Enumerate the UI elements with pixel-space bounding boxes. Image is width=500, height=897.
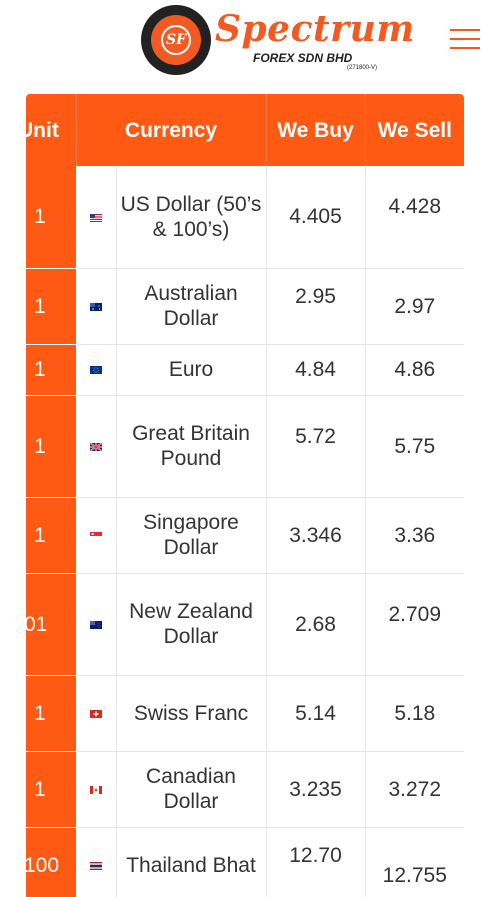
flag-cell (76, 268, 117, 345)
currency-name-cell: Great Britain Pound (116, 395, 267, 498)
table-body: 1 US Dollar (50’s & 100’s) 4.405 4.428 1 Aust… (26, 166, 464, 897)
flag-cell (76, 344, 117, 396)
unit-cell: 1 (26, 675, 77, 752)
we-sell-cell: 4.428 (365, 166, 464, 269)
table-row: 1 Swiss Franc 5.14 5.18 (26, 675, 464, 752)
flag-cell (76, 751, 117, 828)
unit-cell: 1 (26, 268, 77, 345)
we-buy-value: 5.72 (295, 424, 336, 448)
site-header: SF Spectrum FOREX SDN BHD (271800-V) (0, 0, 500, 90)
logo-emblem: SF (141, 5, 211, 75)
we-buy-cell: 2.95 (266, 268, 366, 345)
unit-cell: 1 (26, 395, 77, 498)
us-flag-icon (90, 213, 102, 222)
logo-initials: SF (161, 25, 191, 55)
ca-flag-icon (90, 785, 102, 794)
header-currency: Currency (76, 94, 267, 166)
table-row: 1 Canadian Dollar 3.235 3.272 (26, 751, 464, 828)
we-buy-value: 4.405 (289, 205, 342, 229)
exchange-rate-table-container[interactable]: Unit Currency We Buy We Sell 1 US Dollar … (26, 94, 464, 897)
unit-cell: 1 (26, 166, 77, 269)
we-sell-cell: 5.75 (365, 395, 464, 498)
we-sell-value: 3.272 (388, 777, 442, 801)
we-sell-cell: 2.709 (365, 573, 464, 676)
currency-name-cell: Singapore Dollar (116, 497, 267, 574)
we-buy-cell: 12.70 (266, 827, 366, 897)
currency-name-cell: Canadian Dollar (116, 751, 267, 828)
we-buy-value: 2.68 (295, 612, 336, 636)
we-sell-value: 5.75 (394, 434, 436, 458)
flag-cell (76, 573, 117, 676)
table-row: 1 Great Britain Pound 5.72 5.75 (26, 395, 464, 498)
table-row: 100 Thailand Bhat 12.70 12.755 (26, 827, 464, 897)
brand-name: Spectrum (215, 8, 415, 50)
th-flag-icon (90, 861, 102, 870)
flag-cell (76, 827, 117, 897)
we-sell-value: 12.755 (382, 863, 447, 887)
we-buy-value: 12.70 (289, 843, 342, 867)
flag-cell (76, 675, 117, 752)
unit-cell: 01 (26, 573, 77, 676)
we-sell-value: 4.86 (394, 358, 436, 381)
we-buy-value: 4.84 (295, 358, 336, 381)
currency-name-cell: Thailand Bhat (116, 827, 267, 897)
we-buy-value: 5.14 (295, 701, 336, 725)
header-we-sell: We Sell (365, 94, 464, 166)
currency-name-cell: Euro (116, 344, 267, 396)
table-row: 1 Australian Dollar 2.95 2.97 (26, 268, 464, 345)
we-buy-cell: 4.405 (266, 166, 366, 269)
unit-cell: 1 (26, 497, 77, 574)
we-buy-cell: 3.346 (266, 497, 366, 574)
we-sell-cell: 3.36 (365, 497, 464, 574)
sg-flag-icon (90, 531, 102, 540)
exchange-rate-table: Unit Currency We Buy We Sell 1 US Dollar … (26, 94, 464, 897)
header-we-buy: We Buy (266, 94, 366, 166)
we-sell-cell: 3.272 (365, 751, 464, 828)
table-row: 1 US Dollar (50’s & 100’s) 4.405 4.428 (26, 166, 464, 269)
brand-registration: (271800-V) (347, 65, 378, 71)
currency-name-cell: US Dollar (50’s & 100’s) (116, 166, 267, 269)
we-sell-cell: 2.97 (365, 268, 464, 345)
eu-flag-icon (90, 366, 102, 375)
we-sell-cell: 12.755 (365, 827, 464, 897)
flag-cell (76, 497, 117, 574)
currency-name-cell: Swiss Franc (116, 675, 267, 752)
table-row: 1 Singapore Dollar 3.346 3.36 (26, 497, 464, 574)
flag-cell (76, 395, 117, 498)
hamburger-menu-icon[interactable] (450, 27, 480, 51)
we-sell-value: 2.709 (388, 602, 442, 626)
we-sell-value: 4.428 (388, 195, 442, 219)
we-buy-cell: 3.235 (266, 751, 366, 828)
header-unit: Unit (26, 94, 77, 166)
nz-flag-icon (90, 620, 102, 629)
we-buy-cell: 2.68 (266, 573, 366, 676)
we-sell-cell: 4.86 (365, 344, 464, 396)
gb-flag-icon (90, 442, 102, 451)
we-buy-value: 3.235 (289, 777, 342, 801)
unit-cell: 1 (26, 751, 77, 828)
we-buy-cell: 5.14 (266, 675, 366, 752)
we-buy-value: 2.95 (295, 284, 336, 308)
ch-flag-icon (90, 709, 102, 718)
spectrum-forex-logo[interactable]: SF Spectrum FOREX SDN BHD (271800-V) (141, 5, 414, 77)
table-header-row: Unit Currency We Buy We Sell (26, 94, 464, 166)
we-buy-value: 3.346 (289, 523, 342, 547)
unit-cell: 1 (26, 344, 77, 396)
we-sell-value: 5.18 (394, 701, 436, 725)
unit-cell: 100 (26, 827, 77, 897)
au-flag-icon (90, 302, 102, 311)
we-buy-cell: 5.72 (266, 395, 366, 498)
we-sell-value: 3.36 (394, 523, 436, 547)
currency-name-cell: New Zealand Dollar (116, 573, 267, 676)
we-buy-cell: 4.84 (266, 344, 366, 396)
brand-subtitle: FOREX SDN BHD (253, 51, 353, 65)
table-row: 1 Euro 4.84 4.86 (26, 344, 464, 396)
we-sell-cell: 5.18 (365, 675, 464, 752)
currency-name-cell: Australian Dollar (116, 268, 267, 345)
we-sell-value: 2.97 (394, 294, 436, 318)
flag-cell (76, 166, 117, 269)
table-row: 01 New Zealand Dollar 2.68 2.709 (26, 573, 464, 676)
